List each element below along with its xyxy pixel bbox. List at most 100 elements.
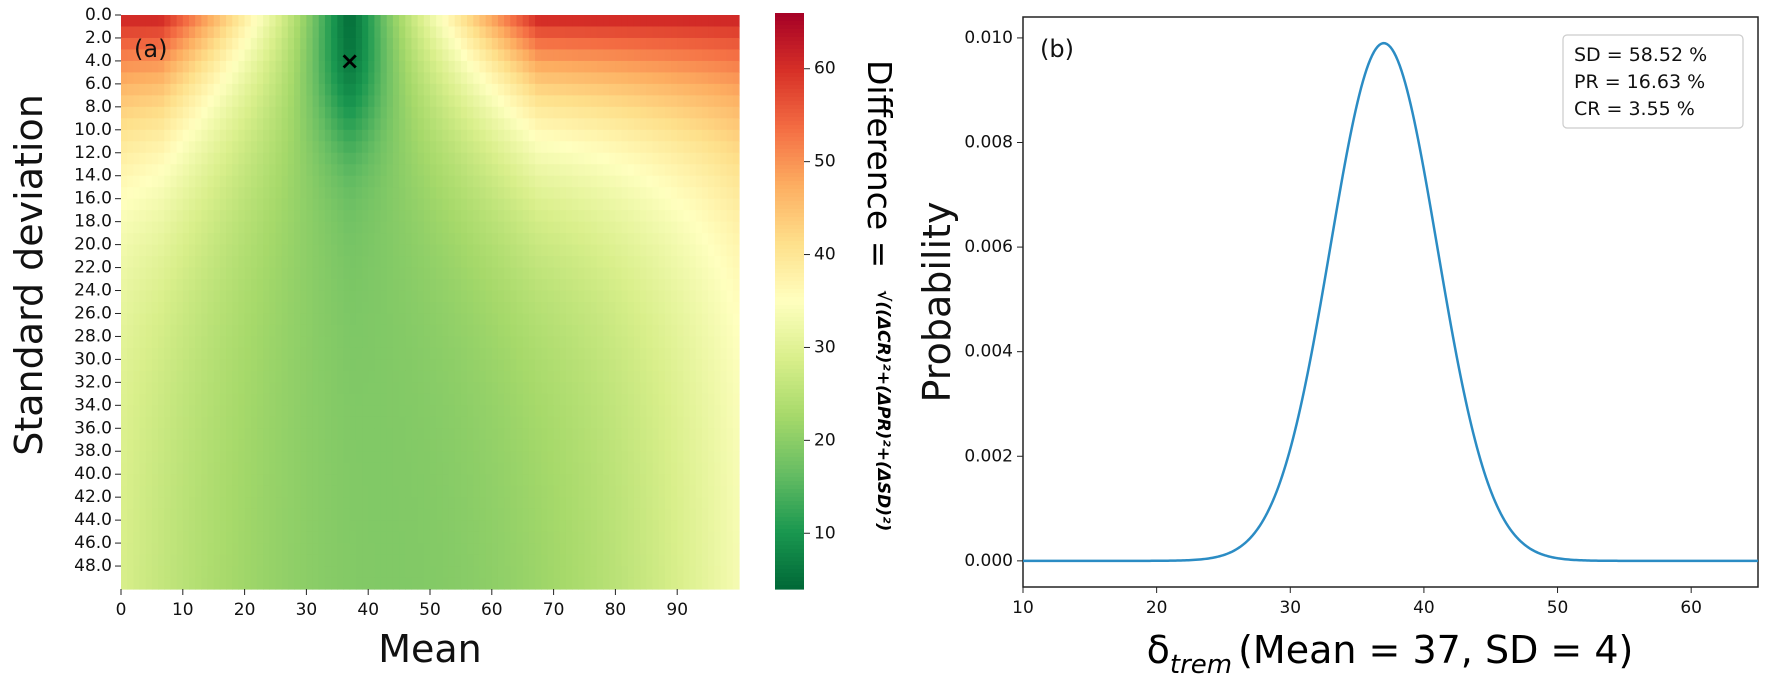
heatmap-cell xyxy=(417,313,425,326)
heatmap-cell xyxy=(374,370,382,383)
heatmap-cell xyxy=(430,233,437,246)
heatmap-cell xyxy=(726,210,734,223)
heatmap-cell xyxy=(671,221,678,234)
heatmap-cell xyxy=(182,497,190,510)
heatmap-cell xyxy=(578,141,586,154)
heatmap-cell xyxy=(430,313,437,326)
heatmap-cell xyxy=(158,210,165,223)
heatmap-cell xyxy=(565,256,573,269)
heatmap-cell xyxy=(349,313,357,326)
heatmap-cell xyxy=(615,451,623,464)
heatmap-cell xyxy=(219,15,227,28)
heatmap-cell xyxy=(294,210,301,223)
heatmap-cell xyxy=(145,405,153,418)
heatmap-cell xyxy=(615,37,623,51)
heatmap-cell xyxy=(368,313,375,326)
heatmap-cell xyxy=(127,49,134,62)
heatmap-cell xyxy=(188,221,196,234)
heatmap-cell xyxy=(355,393,363,406)
heatmap-cell xyxy=(417,152,425,165)
heatmap-cell xyxy=(504,152,511,165)
heatmap-cell xyxy=(121,118,128,131)
heatmap-cell xyxy=(732,302,740,315)
heatmap-cell xyxy=(720,405,728,418)
heatmap-cell xyxy=(578,554,586,567)
heatmap-cell xyxy=(714,566,722,579)
heatmap-cell xyxy=(176,428,184,441)
heatmap-cell xyxy=(182,290,190,303)
heatmap-cell xyxy=(294,474,301,487)
heatmap-cell xyxy=(497,256,505,269)
heatmap-cell xyxy=(417,554,425,567)
heatmap-cell xyxy=(127,302,134,315)
heatmap-cell xyxy=(343,106,351,119)
heatmap-cell xyxy=(355,106,363,119)
heatmap-cell xyxy=(609,233,616,246)
heatmap-cell xyxy=(232,508,240,521)
heatmap-cell xyxy=(436,497,443,510)
heatmap-cell xyxy=(522,359,530,372)
heatmap-cell xyxy=(677,416,684,429)
heatmap-cell xyxy=(671,393,678,406)
heatmap-cell xyxy=(306,26,314,39)
heatmap-cell xyxy=(683,313,691,326)
heatmap-cell xyxy=(405,382,413,395)
heatmap-cell xyxy=(275,497,283,510)
heatmap-cell xyxy=(590,577,598,590)
heatmap-cell xyxy=(590,302,598,315)
heatmap-cell xyxy=(195,83,202,96)
heatmap-cell xyxy=(528,520,536,533)
heatmap-cell xyxy=(726,95,734,108)
heatmap-cell xyxy=(683,347,691,360)
heatmap-cell xyxy=(158,233,165,246)
heatmap-cell xyxy=(417,233,425,246)
heatmap-cell xyxy=(176,256,184,269)
heatmap-cell xyxy=(411,566,419,579)
heatmap-cell xyxy=(491,405,499,418)
heatmap-cell xyxy=(559,15,567,28)
heatmap-cell xyxy=(176,141,184,154)
heatmap-cell xyxy=(337,256,345,269)
heatmap-cell xyxy=(708,164,715,177)
heatmap-cell xyxy=(343,290,351,303)
heatmap-cell xyxy=(732,566,740,579)
heatmap-cell xyxy=(485,244,493,257)
heatmap-cell xyxy=(732,49,740,62)
heatmap-cell xyxy=(497,462,505,475)
heatmap-cell xyxy=(337,49,345,62)
heatmap-cell xyxy=(306,416,314,429)
heatmap-cell xyxy=(349,198,357,211)
heatmap-cell xyxy=(343,141,351,154)
heatmap-cell xyxy=(182,531,190,544)
heatmap-cell xyxy=(312,336,320,349)
heatmap-cell xyxy=(324,256,332,269)
heatmap-cell xyxy=(287,129,295,142)
heatmap-cell xyxy=(275,72,283,85)
heatmap-cell xyxy=(213,106,221,119)
heatmap-cell xyxy=(238,302,246,315)
heatmap-cell xyxy=(708,531,715,544)
heatmap-cell xyxy=(145,474,153,487)
heatmap-cell xyxy=(565,347,573,360)
heatmap-cell xyxy=(491,118,499,131)
heatmap-cell xyxy=(374,72,382,85)
heatmap-cell xyxy=(714,497,722,510)
heatmap-cell xyxy=(553,313,561,326)
heatmap-cell xyxy=(726,267,734,280)
heatmap-cell xyxy=(362,164,369,177)
heatmap-cell xyxy=(145,508,153,521)
heatmap-cell xyxy=(151,393,159,406)
heatmap-cell xyxy=(318,106,326,119)
heatmap-cell xyxy=(362,244,369,257)
heatmap-cell xyxy=(671,60,678,73)
heatmap-cell xyxy=(238,95,246,108)
heatmap-cell xyxy=(201,152,209,165)
heatmap-cell xyxy=(633,221,641,234)
heatmap-cell xyxy=(541,531,549,544)
heatmap-cell xyxy=(411,26,419,39)
heatmap-cell xyxy=(460,290,468,303)
heatmap-cell xyxy=(448,221,456,234)
heatmap-cell xyxy=(263,485,270,498)
heatmap-cell xyxy=(671,324,678,338)
heatmap-cell xyxy=(158,141,165,154)
